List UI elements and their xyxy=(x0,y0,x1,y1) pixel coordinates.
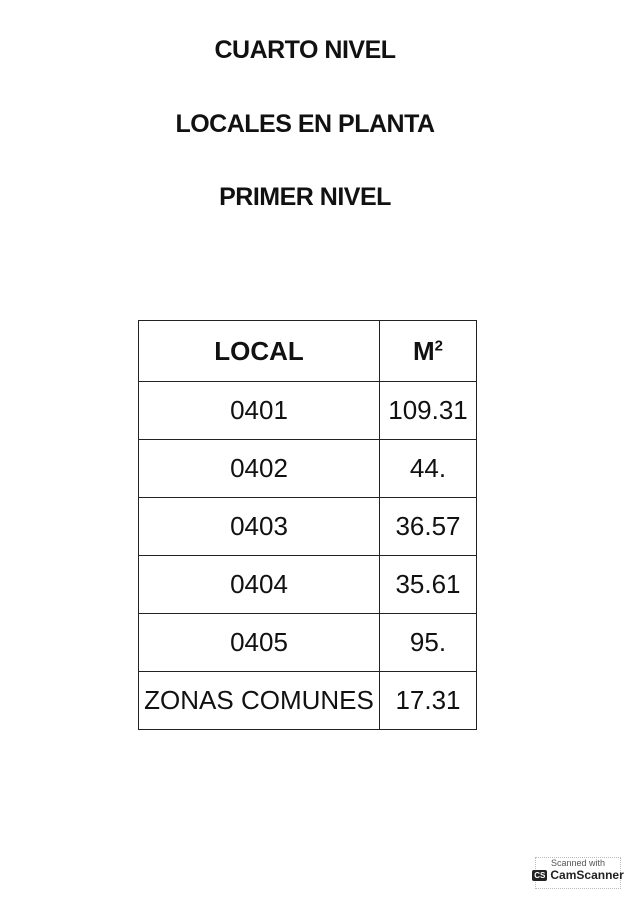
area-cell: 95. xyxy=(379,613,477,672)
watermark-brand: CS CamScanner xyxy=(532,868,624,882)
watermark-brand-name: CamScanner xyxy=(550,868,624,882)
table-row: 0402 44. xyxy=(138,439,477,498)
camscanner-logo-icon: CS xyxy=(532,869,548,881)
local-cell: 0403 xyxy=(138,497,380,556)
table-row: 0404 35.61 xyxy=(138,555,477,614)
table-row: 0405 95. xyxy=(138,613,477,672)
section-title: LOCALES EN PLANTA xyxy=(175,110,435,138)
header-m2-exponent: 2 xyxy=(434,336,443,354)
local-cell: 0405 xyxy=(138,613,380,672)
header-local: LOCAL xyxy=(138,320,380,382)
table-row: 0403 36.57 xyxy=(138,497,477,556)
area-cell: 44. xyxy=(379,439,477,498)
watermark-caption: Scanned with xyxy=(550,858,606,868)
area-cell: 109.31 xyxy=(379,381,477,440)
subsection-title: PRIMER NIVEL xyxy=(219,183,391,211)
local-cell: ZONAS COMUNES xyxy=(138,671,380,730)
area-cell: 17.31 xyxy=(379,671,477,730)
level-title: CUARTO NIVEL xyxy=(214,36,396,64)
table-header-row: LOCAL M2 xyxy=(138,320,477,382)
camscanner-watermark: Scanned with CS CamScanner xyxy=(532,857,624,889)
local-cell: 0404 xyxy=(138,555,380,614)
area-cell: 35.61 xyxy=(379,555,477,614)
locales-table: LOCAL M2 0401 109.31 0402 44. 0403 36.57 04… xyxy=(138,320,477,730)
local-cell: 0401 xyxy=(138,381,380,440)
header-m2: M2 xyxy=(379,320,477,382)
table-row: ZONAS COMUNES 17.31 xyxy=(138,671,477,730)
header-m2-unit: M xyxy=(412,335,435,366)
table-row: 0401 109.31 xyxy=(138,381,477,440)
local-cell: 0402 xyxy=(138,439,380,498)
area-cell: 36.57 xyxy=(379,497,477,556)
